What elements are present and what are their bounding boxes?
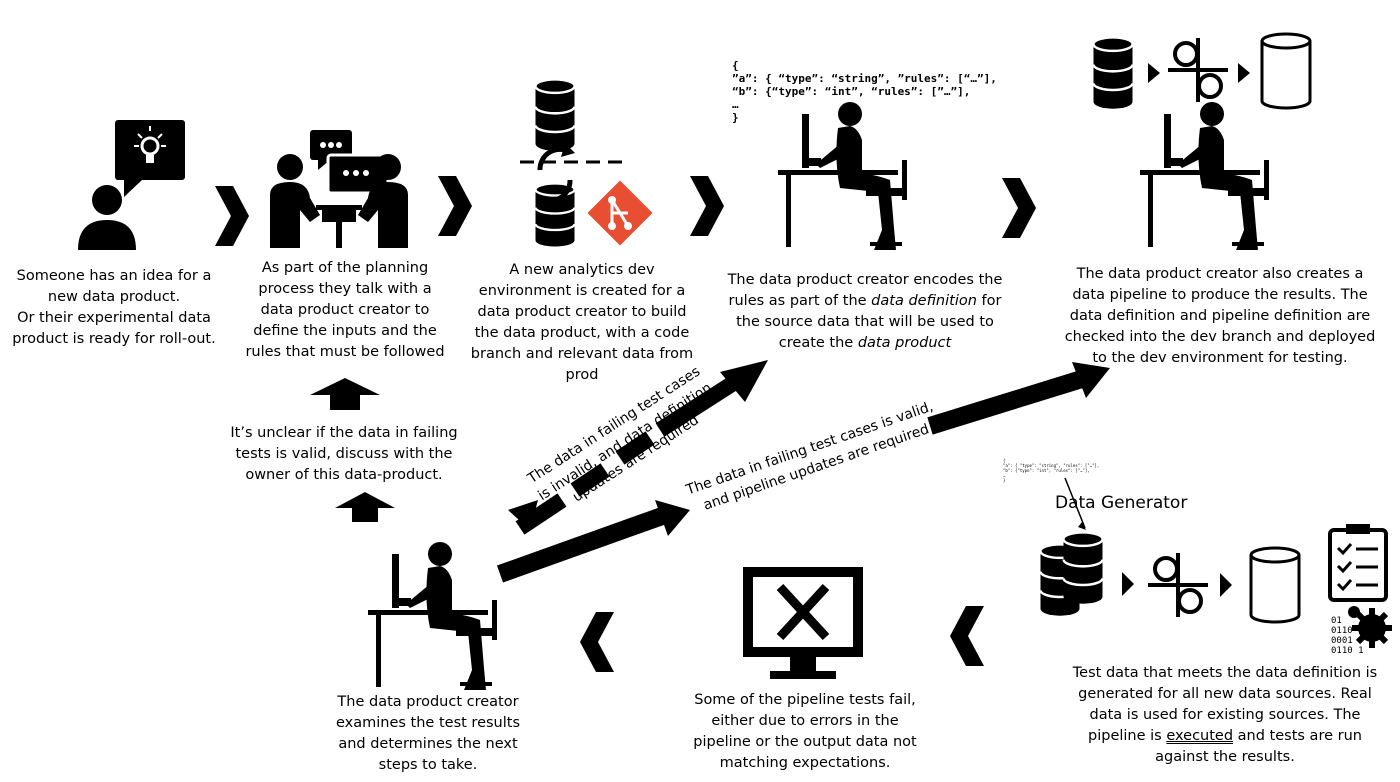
invalid-branch-arrow (508, 360, 768, 535)
pipeline-flow-icon (1092, 32, 1312, 110)
unclear-caption: It’s unclear if the data in failing test… (230, 425, 458, 483)
environment-caption: A new analytics dev environment is creat… (470, 262, 694, 383)
checklist-icon (1328, 524, 1388, 602)
encode-caption: The data product creator encodes the rul… (727, 272, 1003, 351)
pipeline-creator-icon (1138, 100, 1271, 252)
meeting-icon (270, 130, 408, 248)
database-sync-icon (520, 78, 630, 248)
failed-monitor-icon (743, 567, 863, 679)
test-pipeline-icon (1039, 477, 1301, 624)
pipeline-caption: The data product creator also creates a … (1064, 266, 1376, 366)
idea-person-icon (78, 120, 185, 250)
valid-branch-arrow (496, 362, 1110, 583)
gears-icon (1348, 606, 1392, 648)
planning-caption: As part of the planning process they tal… (245, 260, 445, 360)
testdata-caption: Test data that meets the data definition… (1072, 665, 1378, 765)
unclear-arrows (310, 378, 395, 522)
idea-caption: Someone has an idea for a new data produ… (12, 268, 216, 347)
data-definition-code: {”a”: { “type”: “string”, ”rules”: [“…”]… (732, 59, 997, 124)
data-generator-label: Data Generator (1055, 493, 1188, 513)
binary-digits: 01 0110 0001 0110 1 (1331, 616, 1364, 656)
generator-code: {"a": { "type": "string", "rules": ["…"]… (1003, 458, 1100, 483)
examine-caption: The data product creator examines the te… (336, 694, 520, 773)
examiner-icon (366, 540, 499, 692)
git-logo-icon (587, 180, 653, 246)
fail-caption: Some of the pipeline tests fail, either … (693, 692, 917, 771)
